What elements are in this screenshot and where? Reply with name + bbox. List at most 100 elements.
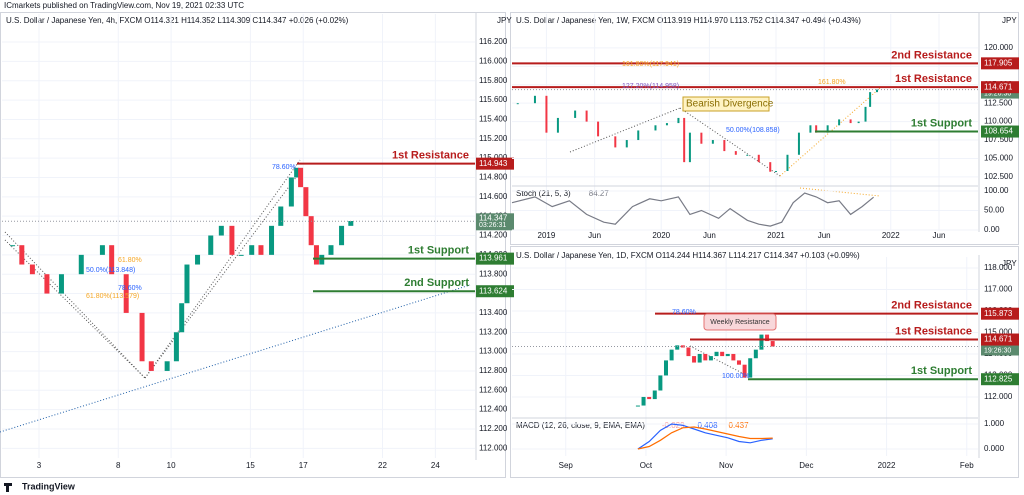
y-tick-label: 100.00 (984, 186, 1009, 195)
candle (78, 254, 84, 275)
candle (348, 221, 354, 226)
candle (770, 341, 775, 347)
panel-frame (510, 246, 1019, 478)
candle (683, 117, 686, 163)
x-tick-label: Jun (588, 231, 601, 240)
y-tick-label: 112.500 (984, 98, 1013, 107)
x-tick-label: 17 (299, 461, 308, 470)
level-label: 2nd Resistance (891, 49, 972, 61)
level-label: 1st Resistance (895, 325, 972, 337)
candle (238, 254, 244, 256)
y-tick-label: 113.400 (479, 308, 508, 317)
candle (700, 132, 703, 144)
candle (184, 264, 190, 304)
x-tick-label: 2020 (652, 231, 670, 240)
y-tick-label: 112.400 (479, 405, 508, 414)
candle (675, 345, 680, 350)
candle (109, 245, 115, 275)
level-price-box (981, 57, 1019, 70)
trend-line (0, 284, 471, 433)
level-price-box (981, 81, 1019, 94)
x-tick-label: 8 (116, 461, 121, 470)
indicator-reading: 0.408 (698, 421, 719, 430)
annotation: 50.00%(108.858) (726, 127, 780, 134)
candle (864, 106, 867, 122)
candle (875, 89, 878, 93)
candle (692, 356, 697, 363)
candle (545, 95, 548, 133)
indicator-reading: 0.437 (729, 421, 750, 430)
candle (319, 254, 325, 265)
level-price: 114.671 (984, 335, 1013, 344)
candle (635, 405, 640, 407)
candle (677, 117, 680, 124)
trend-line (679, 107, 781, 177)
annotation-box (703, 313, 777, 331)
candle (585, 110, 588, 122)
y-tick-label: 114.800 (479, 173, 508, 182)
level-price-box (981, 307, 1019, 320)
candle (58, 274, 64, 294)
candle (725, 353, 730, 357)
candle (218, 225, 224, 236)
y-tick-label: 115.400 (479, 115, 508, 124)
y-tick-label: 102.500 (984, 172, 1013, 181)
annotation: 161.80%(117.941) (622, 61, 679, 68)
candle (614, 136, 617, 148)
candle (711, 140, 714, 144)
y-tick-label: 115.600 (479, 95, 508, 104)
y-tick-label: 105.000 (984, 154, 1013, 163)
level-price: 113.961 (479, 254, 508, 263)
candle (641, 396, 646, 406)
candle (723, 140, 726, 152)
currency-label: JPY (497, 16, 512, 25)
candle (658, 375, 663, 391)
candle (339, 225, 345, 246)
candle (809, 125, 812, 133)
price-countdown: 03:26:31 (479, 222, 506, 229)
candle (838, 119, 841, 126)
trend-line (689, 345, 749, 377)
y-tick-label: 113.800 (479, 269, 508, 278)
level-price: 114.943 (479, 159, 508, 168)
y-tick-label: 107.500 (984, 135, 1013, 144)
level-price-box (476, 252, 514, 265)
currency-label: JPY (1002, 16, 1017, 25)
chart-header: U.S. Dollar / Japanese Yen, 1W, FXCM O11… (516, 16, 861, 25)
candle (288, 177, 294, 207)
x-tick-label: Sep (559, 461, 574, 470)
y-tick-label: 120.000 (984, 43, 1013, 52)
indicator-reading: 84.27 (589, 189, 610, 198)
x-tick-label: Nov (719, 461, 733, 470)
candle (328, 245, 334, 255)
x-tick-label: Dec (799, 461, 813, 470)
y-tick-label: 117.000 (984, 285, 1013, 294)
candle (516, 103, 519, 105)
x-tick-label: Feb (960, 461, 974, 470)
publisher: ICmarkets published on TradingView.com, … (4, 1, 244, 10)
candle (815, 125, 818, 133)
x-tick-label: Jun (818, 231, 831, 240)
candle (308, 216, 314, 246)
annotation: 100.00% (722, 373, 750, 380)
annotation: 161.80% (818, 79, 846, 86)
candle (139, 312, 145, 362)
candle (29, 264, 35, 275)
annotation: Bearish Divergence (686, 99, 774, 110)
candle (574, 110, 577, 118)
level-price-box (981, 125, 1019, 138)
price-label: 114.347 (479, 213, 508, 222)
candle (759, 334, 764, 350)
level-label: 1st Resistance (392, 150, 469, 162)
level-label: 1st Support (911, 365, 972, 377)
candle (625, 140, 628, 148)
chart-header: U.S. Dollar / Japanese Yen, 4h, FXCM O11… (6, 16, 349, 25)
y-tick-label: 113.200 (479, 327, 508, 336)
candle (663, 360, 668, 376)
candle (826, 125, 829, 133)
x-tick-label: Jun (703, 231, 716, 240)
level-price-box (476, 285, 514, 298)
indicator-title: MACD (12, 26, close, 9, EMA, EMA) (516, 421, 645, 430)
